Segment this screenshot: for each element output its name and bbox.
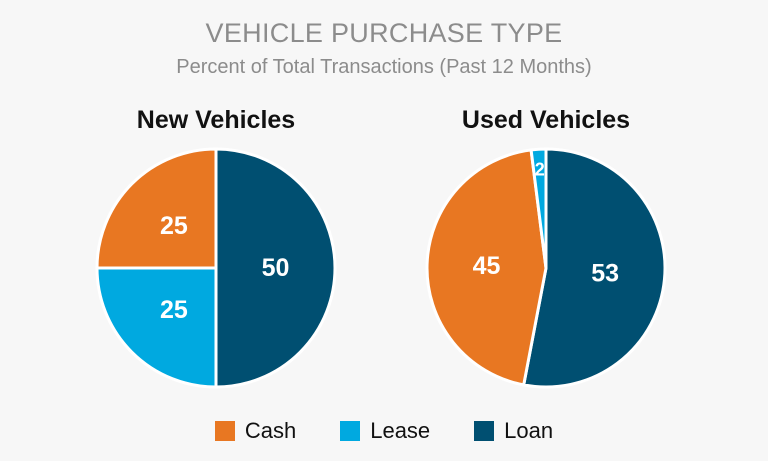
- used-vehicles-label-lease: 2: [535, 159, 545, 179]
- legend-item-cash: Cash: [214, 418, 297, 444]
- legend: Cash Lease Loan: [0, 418, 768, 444]
- used-vehicles-slice-cash: [425, 148, 548, 387]
- chart-title: VEHICLE PURCHASE TYPE: [205, 18, 563, 48]
- used-vehicles-slice-lease: [529, 147, 548, 269]
- new-vehicles-title: New Vehicles: [136, 106, 296, 134]
- new-vehicles-slice-cash: [95, 147, 218, 270]
- legend-item-lease: Lease: [340, 418, 430, 444]
- used-vehicles-title: Used Vehicles: [461, 106, 631, 134]
- legend-item-loan: Loan: [474, 418, 553, 444]
- used-vehicles-label-cash: 45: [473, 252, 501, 280]
- legend-label-loan: Loan: [504, 418, 554, 443]
- used-vehicles-slice-loan: [521, 147, 667, 389]
- used-vehicles-label-loan: 53: [591, 260, 619, 288]
- new-vehicles-label-cash: 25: [160, 212, 188, 240]
- new-vehicles-label-loan: 50: [262, 254, 290, 282]
- chart-subtitle: Percent of Total Transactions (Past 12 M…: [176, 56, 592, 78]
- legend-swatch-cash: [214, 421, 235, 441]
- new-vehicles-slice-loan: [214, 147, 337, 389]
- legend-label-lease: Lease: [370, 418, 431, 443]
- legend-swatch-lease: [340, 421, 361, 441]
- new-vehicles-label-lease: 25: [160, 296, 188, 324]
- legend-swatch-loan: [474, 421, 495, 441]
- legend-label-cash: Cash: [244, 418, 297, 443]
- new-vehicles-slice-lease: [95, 266, 218, 389]
